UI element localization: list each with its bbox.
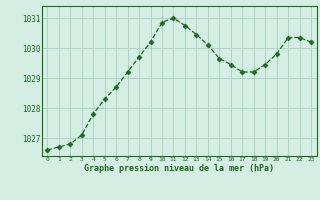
X-axis label: Graphe pression niveau de la mer (hPa): Graphe pression niveau de la mer (hPa) [84, 164, 274, 173]
